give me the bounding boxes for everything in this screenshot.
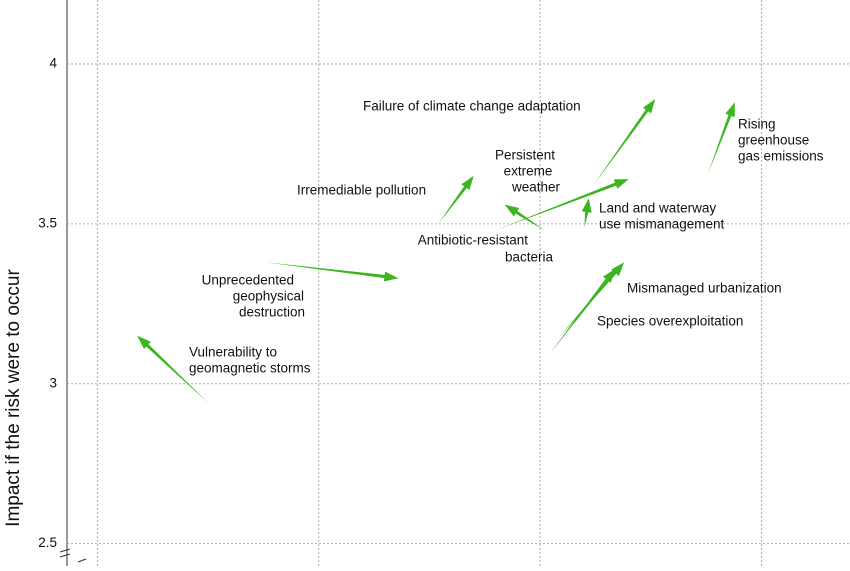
risk-label: Rising — [738, 117, 776, 132]
risk-arrow — [495, 179, 629, 231]
risk-label: Irremediable pollution — [297, 183, 426, 198]
risk-label: weather — [511, 180, 561, 195]
risk-label: Mismanaged urbanization — [627, 281, 782, 296]
risk-label: Unprecedented — [202, 273, 294, 288]
risk-label: geomagnetic storms — [189, 361, 311, 376]
risk-label: use mismanagement — [599, 217, 725, 232]
risk-arrow — [265, 262, 399, 282]
risk-arrow — [438, 175, 474, 224]
risk-label: geophysical — [233, 289, 304, 304]
risk-arrow — [581, 198, 592, 227]
risk-label: bacteria — [505, 250, 554, 265]
risk-label: Vulnerability to — [189, 345, 277, 360]
risk-label: destruction — [239, 305, 305, 320]
risk-arrow — [708, 102, 735, 173]
risk-label: Antibiotic-resistant — [418, 233, 529, 248]
axis-break — [59, 548, 87, 563]
y-tick-label: 3 — [49, 375, 57, 390]
risk-label: Failure of climate change adaptation — [363, 99, 581, 114]
risk-label: gas emissions — [738, 149, 824, 164]
risk-label: greenhouse — [738, 133, 809, 148]
risk-label: Land and waterway — [599, 201, 716, 216]
risk-label: Species overexploitation — [597, 314, 743, 329]
risk-arrow — [504, 204, 545, 231]
y-tick-label: 3.5 — [38, 215, 57, 230]
y-axis-label: Impact if the risk were to occur — [3, 269, 24, 527]
risk-arrow — [137, 335, 209, 403]
risk-label: extreme — [504, 164, 553, 179]
risk-label: Persistent — [495, 148, 555, 163]
y-tick-label: 2.5 — [38, 535, 57, 550]
y-tick-label: 4 — [49, 56, 57, 71]
risk-arrow — [593, 99, 656, 186]
risk-arrow — [549, 268, 616, 355]
